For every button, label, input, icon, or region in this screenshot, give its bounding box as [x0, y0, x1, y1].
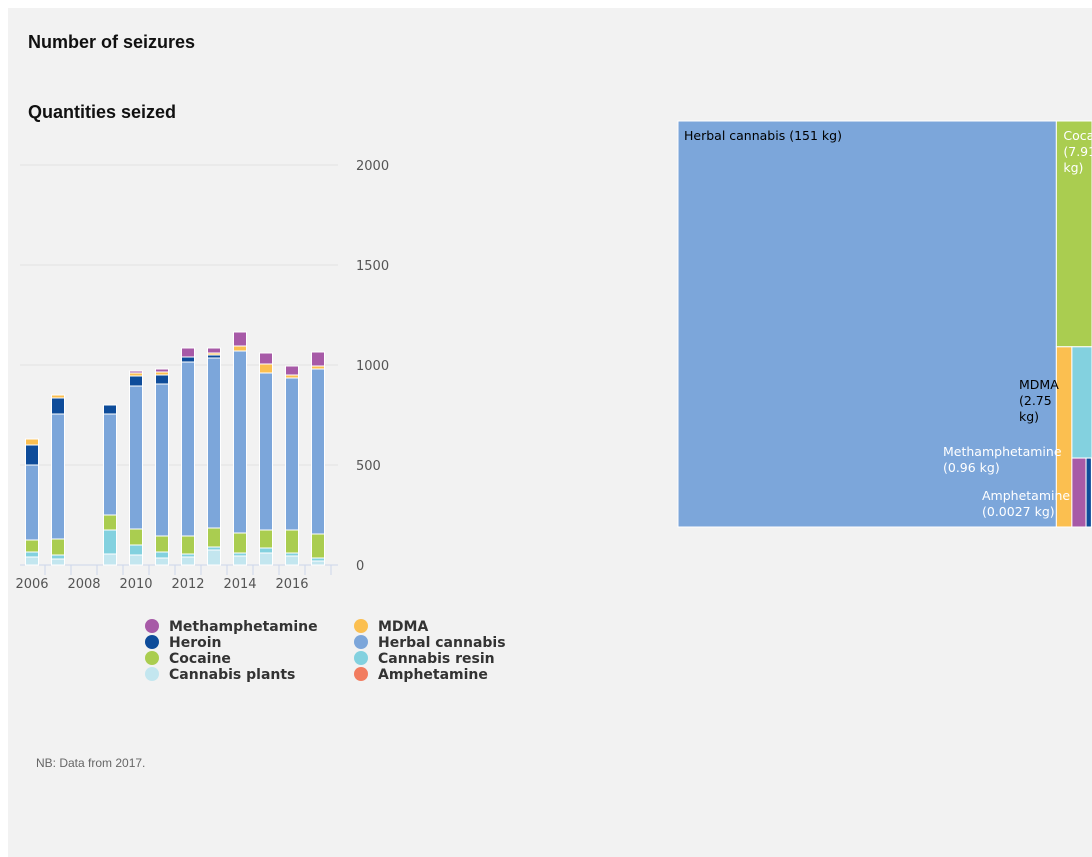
treemap-tile-herbal-cannabis[interactable] — [677, 120, 1057, 528]
legend-swatch — [354, 651, 368, 665]
data-note: NB: Data from 2017. — [36, 756, 146, 770]
bar-stack-2006[interactable] — [25, 438, 39, 566]
legend-label: Cannabis resin — [378, 651, 495, 667]
legend-label: Heroin — [169, 635, 222, 651]
legend-swatch — [354, 667, 368, 681]
bar-stack-2013[interactable] — [207, 347, 221, 566]
treemap-label: Methamphetamine (0.96 kg) — [943, 444, 1062, 475]
bar-segment-methamphetamine[interactable] — [311, 351, 325, 367]
x-tick-label: 2014 — [223, 577, 256, 592]
treemap-tile-cocaine[interactable] — [1055, 120, 1092, 348]
legend-item-mdma[interactable]: MDMA — [354, 619, 428, 635]
legend-item-herbal-cannabis[interactable]: Herbal cannabis — [354, 635, 506, 651]
bar-stack-2017[interactable] — [311, 351, 325, 566]
x-tick-label: 2012 — [171, 577, 204, 592]
treemap-tile-methamphetamine[interactable] — [1071, 457, 1087, 528]
treemap-tiles — [677, 120, 1092, 528]
y-tick-label: 0 — [356, 559, 364, 574]
bar-segment-mdma[interactable] — [25, 438, 39, 446]
y-tick-label: 2000 — [356, 159, 389, 174]
legend-swatch — [145, 619, 159, 633]
x-tick-label: 2010 — [119, 577, 152, 592]
bar-segment-methamphetamine[interactable] — [181, 347, 195, 358]
bar-segment-methamphetamine[interactable] — [207, 347, 221, 354]
bar-stack-2009[interactable] — [103, 404, 117, 566]
bar-segment-mdma[interactable] — [51, 394, 65, 399]
bar-stack-2012[interactable] — [181, 347, 195, 566]
legend-label: Amphetamine — [378, 667, 488, 683]
bar-segment-methamphetamine[interactable] — [155, 368, 169, 373]
treemap-labels: Herbal cannabis (151 kg) Cocaine(7.91kg) M… — [684, 128, 1092, 519]
treemap-label: Herbal cannabis (151 kg) — [684, 128, 842, 143]
x-tick-label: 2008 — [67, 577, 100, 592]
legend-item-methamphetamine[interactable]: Methamphetamine — [145, 619, 318, 635]
treemap-label: MDMA (2.75 kg) — [1019, 377, 1059, 424]
y-tick-label: 1000 — [356, 359, 389, 374]
legend-label: Herbal cannabis — [378, 635, 506, 651]
legend-swatch — [145, 651, 159, 665]
quantities-heading: Quantities seized — [28, 102, 177, 122]
legend-swatch — [354, 635, 368, 649]
legend-label: Cocaine — [169, 651, 231, 667]
treemap-tile-cannabis-resin[interactable] — [1071, 346, 1092, 459]
bar-segment-methamphetamine[interactable] — [285, 365, 299, 376]
bar-stack-2014[interactable] — [233, 331, 247, 566]
bar-segment-methamphetamine[interactable] — [233, 331, 247, 347]
bar-stack-2015[interactable] — [259, 352, 273, 566]
bar-stacks — [25, 331, 325, 566]
x-tick-label: 2016 — [275, 577, 308, 592]
legend-item-cocaine[interactable]: Cocaine — [145, 651, 231, 667]
y-tick-label: 1500 — [356, 259, 389, 274]
bar-segment-methamphetamine[interactable] — [129, 370, 143, 374]
legend-swatch — [145, 635, 159, 649]
legend-label: Cannabis plants — [169, 667, 295, 683]
legend-label: MDMA — [378, 619, 428, 635]
treemap-label: Amphetamine (0.0027 kg) — [982, 488, 1070, 519]
y-axis: 0 500 1000 1500 2000 — [356, 159, 389, 574]
legend-item-cannabis-plants[interactable]: Cannabis plants — [145, 667, 295, 683]
legend: Methamphetamine MDMA Heroin Herbal cannabis… — [145, 619, 506, 683]
bar-segment-heroin[interactable] — [103, 404, 117, 415]
x-axis: 2006 2008 2010 2012 2014 2016 — [15, 565, 332, 592]
legend-swatch — [145, 667, 159, 681]
legend-label: Methamphetamine — [169, 619, 318, 635]
stacked-bar-chart: 0 500 1000 1500 2000 2006 2008 2010 2012 2014 201… — [15, 159, 506, 683]
bar-stack-2010[interactable] — [129, 370, 143, 566]
legend-item-heroin[interactable]: Heroin — [145, 635, 222, 651]
seizures-heading: Number of seizures — [28, 32, 196, 52]
bar-stack-2016[interactable] — [285, 365, 299, 566]
bar-segment-methamphetamine[interactable] — [259, 352, 273, 365]
legend-item-amphetamine[interactable]: Amphetamine — [354, 667, 488, 683]
y-tick-label: 500 — [356, 459, 381, 474]
treemap-label: Cocaine(7.91kg) — [1063, 128, 1092, 175]
bar-stack-2007[interactable] — [51, 394, 65, 566]
bar-stack-2011[interactable] — [155, 368, 169, 566]
x-tick-label: 2006 — [15, 577, 48, 592]
legend-swatch — [354, 619, 368, 633]
legend-item-cannabis-resin[interactable]: Cannabis resin — [354, 651, 495, 667]
